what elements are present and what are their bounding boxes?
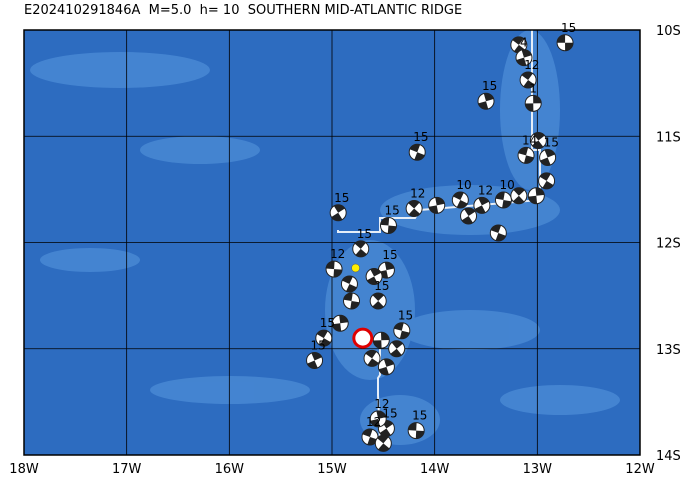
event-label: 12 [524, 58, 539, 72]
event-label: 15 [413, 130, 428, 144]
compression-quadrant [408, 422, 425, 439]
event-label: 12 [410, 187, 425, 201]
compression-quadrant [390, 340, 403, 357]
x-tick-label: 15W [317, 462, 347, 477]
event-label: 1 [529, 81, 537, 95]
compression-quadrant [532, 132, 545, 149]
compression-quadrant [428, 197, 445, 214]
x-tick-label: 16W [215, 462, 245, 477]
event-label: 4 [520, 36, 528, 50]
compression-quadrant [394, 322, 410, 339]
compression-quadrant [372, 292, 384, 309]
y-tick-label: 14S [656, 449, 681, 464]
event-label: 15 [398, 309, 413, 323]
compression-quadrant [528, 187, 545, 204]
compression-quadrant [342, 275, 357, 292]
compression-quadrant [378, 358, 394, 375]
event-label: 15 [544, 136, 559, 150]
y-tick-label: 10S [656, 24, 681, 39]
compression-quadrant [525, 95, 542, 112]
compression-quadrant [332, 315, 349, 332]
compression-quadrant [512, 36, 526, 53]
event-label: 15 [334, 191, 349, 205]
map-title: E202410291846A M=5.0 h= 10 SOUTHERN MID-… [24, 3, 462, 18]
event-label: 15 [320, 316, 335, 330]
compression-quadrant [490, 224, 506, 241]
compression-quadrant [316, 330, 331, 347]
compression-quadrant [379, 420, 393, 437]
event-label: 15 [311, 338, 326, 352]
compression-quadrant [495, 191, 512, 209]
compression-quadrant [370, 410, 386, 427]
event-label: 12 [366, 415, 381, 429]
compression-quadrant [521, 71, 535, 88]
event-label: 15 [382, 406, 397, 420]
event-label: 15 [412, 409, 427, 423]
compression-quadrant [365, 350, 379, 367]
compression-quadrant [377, 435, 390, 452]
compression-quadrant [343, 292, 360, 309]
compression-quadrant [331, 204, 345, 221]
event-label: 12 [478, 183, 493, 197]
event-label: 15 [382, 248, 397, 262]
compression-quadrant [354, 240, 367, 257]
compression-quadrant [362, 428, 378, 445]
x-tick-label: 18W [9, 462, 39, 477]
compression-quadrant [408, 200, 421, 217]
compression-quadrant [461, 207, 476, 224]
x-tick-label: 12W [625, 462, 655, 477]
compression-quadrant [516, 49, 532, 66]
compression-quadrant [474, 197, 489, 214]
compression-quadrant [373, 332, 390, 349]
epicenter [352, 327, 374, 349]
event-label: 15 [384, 204, 399, 218]
x-tick-label: 14W [420, 462, 450, 477]
x-tick-label: 17W [112, 462, 142, 477]
x-tick-label: 13W [523, 462, 553, 477]
compression-quadrant [539, 172, 554, 189]
event-label: 12 [330, 247, 345, 261]
event-label: 15 [482, 79, 497, 93]
compression-quadrant [409, 144, 425, 161]
centroid [351, 263, 360, 273]
y-tick-label: 12S [656, 237, 681, 252]
compression-quadrant [518, 147, 534, 164]
event-label: 15 [561, 21, 576, 35]
event-label: 15 [357, 227, 372, 241]
events [306, 34, 574, 452]
frame [23, 29, 641, 456]
compression-quadrant [367, 268, 382, 285]
compression-quadrant [453, 191, 468, 209]
event-label: 15 [374, 279, 389, 293]
compression-quadrant [540, 149, 555, 166]
event-label: 14 [522, 133, 537, 147]
event-label: 10 [499, 178, 514, 192]
compression-quadrant [378, 262, 395, 279]
compression-quadrant [513, 187, 525, 204]
compression-quadrant [326, 261, 342, 278]
event-label: 10 [456, 178, 471, 192]
compression-quadrant [557, 34, 574, 51]
event-label: 12 [374, 397, 389, 411]
y-tick-label: 11S [656, 130, 681, 145]
y-tick-label: 13S [656, 343, 681, 358]
compression-quadrant [380, 217, 397, 234]
compression-quadrant [478, 93, 494, 110]
compression-quadrant [307, 352, 322, 369]
